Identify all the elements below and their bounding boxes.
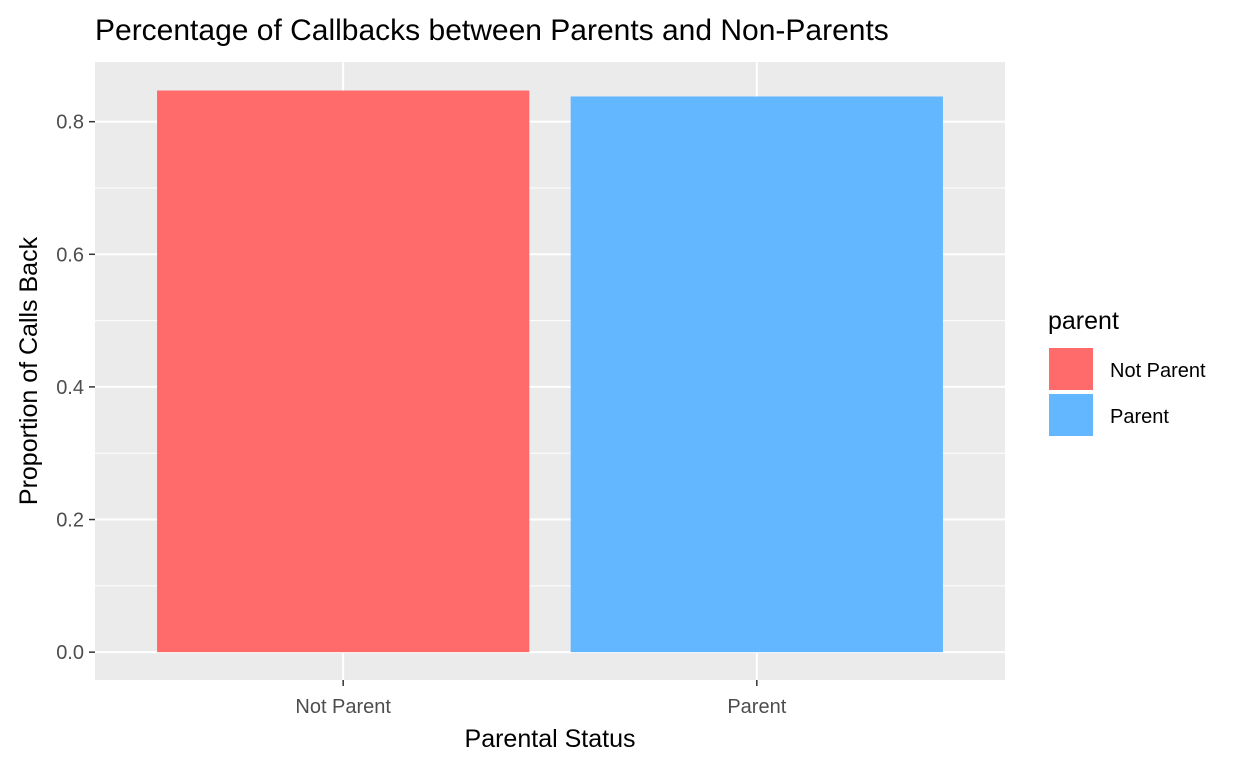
bar bbox=[570, 96, 943, 653]
legend-swatch bbox=[1047, 346, 1095, 392]
y-tick-label: 0.6 bbox=[56, 244, 84, 266]
y-axis-title: Proportion of Calls Back bbox=[15, 236, 43, 505]
legend-label: Not Parent bbox=[1110, 360, 1206, 382]
legend-label: Parent bbox=[1110, 406, 1169, 428]
y-tick-label: 0.4 bbox=[56, 377, 84, 399]
legend-title: parent bbox=[1048, 307, 1119, 335]
bars bbox=[157, 90, 943, 653]
x-tick-label: Parent bbox=[727, 696, 786, 718]
legend-items: Not Parent Parent bbox=[1047, 346, 1206, 438]
y-tick-label: 0.0 bbox=[56, 642, 84, 664]
x-axis-ticks: Not Parent Parent bbox=[295, 680, 787, 718]
legend-swatch bbox=[1047, 392, 1095, 438]
y-tick-label: 0.8 bbox=[56, 112, 84, 134]
chart-title: Percentage of Callbacks between Parents … bbox=[95, 14, 889, 47]
x-axis-title: Parental Status bbox=[465, 725, 636, 753]
y-axis-ticks: 0.0 0.2 0.4 0.6 0.8 bbox=[56, 112, 95, 664]
x-tick-label: Not Parent bbox=[295, 696, 391, 718]
y-tick-label: 0.2 bbox=[56, 510, 84, 532]
legend: parent Not Parent Parent bbox=[1047, 307, 1206, 438]
bar bbox=[157, 90, 530, 653]
